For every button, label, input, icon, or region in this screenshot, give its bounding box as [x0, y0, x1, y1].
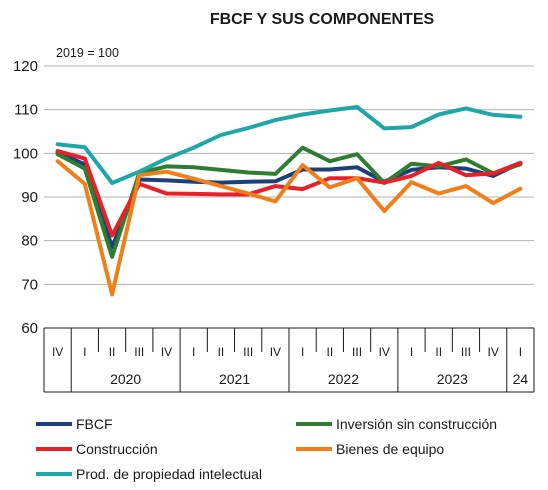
x-year-label: 2020	[110, 371, 141, 387]
x-tick-label: II	[435, 345, 442, 359]
legend-swatch-construccion	[36, 447, 72, 451]
legend-item-inversion: Inversión sin construcción	[296, 416, 497, 432]
legend-label-fbcf: FBCF	[76, 416, 113, 432]
series-lines	[55, 105, 523, 297]
series-line-3	[55, 159, 523, 297]
x-year-label: 2022	[328, 371, 359, 387]
chart-title: FBCF Y SUS COMPONENTES	[210, 11, 435, 28]
x-tick-label: III	[134, 345, 144, 359]
y-axis-ticks: 60 70 80 90 100 110 120	[13, 58, 38, 337]
x-tick-label: III	[461, 345, 471, 359]
x-tick-label: II	[218, 345, 225, 359]
legend-label-inversion: Inversión sin construcción	[336, 416, 498, 432]
legend-swatch-fbcf	[36, 422, 72, 426]
legend: FBCF Inversión sin construcción Construc…	[0, 410, 548, 488]
series-line-4	[55, 105, 523, 185]
legend-label-bienes: Bienes de equipo	[336, 441, 445, 457]
y-tick-label: 60	[21, 320, 38, 337]
legend-swatch-inversion	[296, 422, 332, 426]
unit-label: 2019 = 100	[56, 46, 119, 60]
legend-item-propiedad: Prod. de propiedad intelectual	[36, 466, 262, 482]
x-year-label: 2021	[219, 371, 250, 387]
legend-swatch-bienes	[296, 447, 332, 451]
x-tick-label: I	[301, 345, 304, 359]
y-tick-label: 110	[14, 102, 38, 119]
x-tick-label: IV	[487, 345, 498, 359]
x-tick-label: IV	[161, 345, 172, 359]
y-tick-label: 100	[13, 145, 38, 162]
legend-label-construccion: Construcción	[76, 441, 158, 457]
y-tick-label: 80	[21, 233, 38, 250]
x-tick-label: II	[109, 345, 116, 359]
legend-label-propiedad: Prod. de propiedad intelectual	[76, 466, 263, 482]
legend-item-bienes: Bienes de equipo	[296, 441, 444, 457]
legend-item-construccion: Construcción	[36, 441, 158, 457]
y-tick-label: 90	[21, 189, 38, 206]
x-tick-label: I	[519, 345, 522, 359]
x-tick-label: III	[352, 345, 362, 359]
legend-item-fbcf: FBCF	[36, 416, 113, 432]
x-tick-label: IV	[52, 345, 63, 359]
y-tick-label: 70	[21, 276, 38, 293]
chart-svg: FBCF Y SUS COMPONENTES 2019 = 100 60 70 80…	[13, 11, 535, 393]
x-tick-label: I	[410, 345, 413, 359]
x-tick-label: II	[326, 345, 333, 359]
x-year-label: 24	[513, 371, 529, 387]
legend-swatch-propiedad	[36, 472, 72, 476]
x-tick-label: IV	[270, 345, 281, 359]
y-tick-label: 120	[13, 58, 38, 75]
x-tick-label: I	[83, 345, 86, 359]
x-tick-label: III	[243, 345, 253, 359]
x-year-label: 2023	[437, 371, 468, 387]
x-tick-label: IV	[379, 345, 390, 359]
x-tick-label: I	[192, 345, 195, 359]
